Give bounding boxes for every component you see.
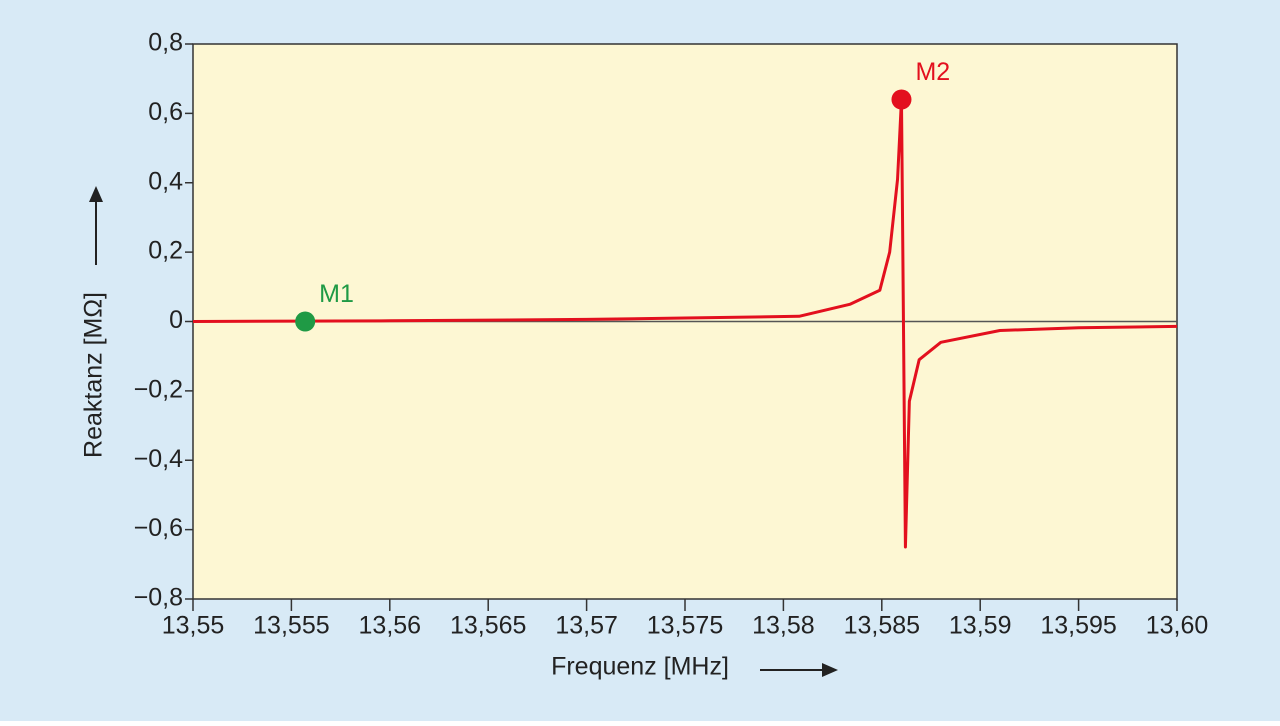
- x-tick-label: 13,59: [949, 612, 1012, 640]
- marker: [295, 311, 316, 332]
- x-tick-label: 13,60: [1146, 612, 1209, 640]
- marker-label: M2: [915, 58, 950, 86]
- marker: [891, 89, 912, 110]
- x-axis-label: Frequenz [MHz]: [551, 653, 729, 681]
- marker-label: M1: [319, 280, 354, 308]
- y-tick-label: −0,2: [134, 375, 183, 403]
- series-line: [192, 98, 1178, 549]
- y-tick-label: 0: [169, 306, 183, 334]
- x-tick-label: 13,58: [752, 612, 815, 640]
- x-tick-label: 13,56: [359, 612, 422, 640]
- y-tick-label: −0,6: [134, 514, 183, 542]
- x-tick-label: 13,57: [555, 612, 618, 640]
- x-tick-label: 13,565: [450, 612, 526, 640]
- y-tick-label: 0,8: [148, 29, 183, 57]
- y-axis-label: Reaktanz [MΩ]: [80, 292, 108, 458]
- y-arrow: [89, 186, 103, 265]
- x-tick-label: 13,555: [253, 612, 329, 640]
- x-arrow: [760, 663, 838, 677]
- y-tick-label: 0,6: [148, 98, 183, 126]
- y-tick-label: 0,2: [148, 237, 183, 265]
- y-tick-label: 0,4: [148, 167, 183, 195]
- y-tick-label: −0,4: [134, 445, 183, 473]
- x-tick-label: 13,575: [647, 612, 723, 640]
- x-tick-label: 13,585: [844, 612, 920, 640]
- x-tick-label: 13,55: [162, 612, 225, 640]
- x-tick-label: 13,595: [1040, 612, 1116, 640]
- y-tick-label: −0,8: [134, 584, 183, 612]
